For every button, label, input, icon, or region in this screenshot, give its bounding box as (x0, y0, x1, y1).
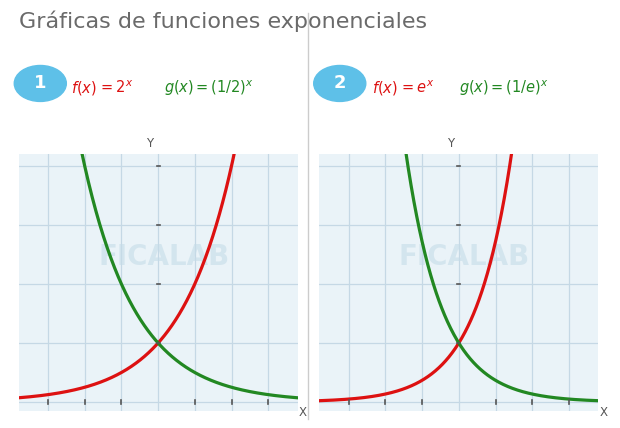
Text: $\mathit{f(x)}$: $\mathit{f(x)}$ (372, 79, 398, 97)
Text: $\mathit{g(x)}$: $\mathit{g(x)}$ (164, 78, 194, 97)
Text: X: X (299, 406, 307, 419)
Text: $= 2^x$: $= 2^x$ (98, 80, 133, 96)
Text: $= (1/2)^x$: $= (1/2)^x$ (193, 78, 254, 97)
Text: $\mathit{g(x)}$: $\mathit{g(x)}$ (459, 78, 489, 97)
Text: Gráficas de funciones exponenciales: Gráficas de funciones exponenciales (19, 11, 427, 32)
Text: 1: 1 (34, 74, 46, 92)
Text: $= e^x$: $= e^x$ (399, 80, 435, 96)
Text: Y: Y (447, 137, 454, 150)
Text: X: X (600, 406, 608, 419)
Text: FICALAB: FICALAB (399, 243, 530, 271)
Text: 2: 2 (334, 74, 346, 92)
Text: $\mathit{f(x)}$: $\mathit{f(x)}$ (71, 79, 97, 97)
Text: FICALAB: FICALAB (98, 243, 229, 271)
Text: $= (1/e)^x$: $= (1/e)^x$ (488, 78, 549, 97)
Text: Y: Y (146, 137, 154, 150)
